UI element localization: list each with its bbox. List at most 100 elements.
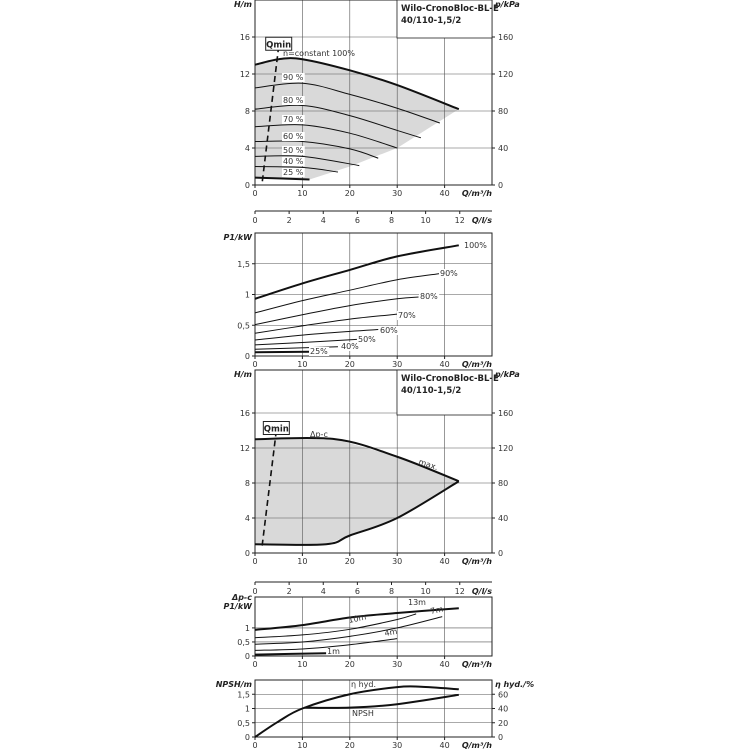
- series-label: 40%: [341, 342, 359, 351]
- chart-panel-2: 0 10 20 30 40 Q/m³/h 0 0,5 1 1,5 P1/kW 100% 90% 80% 70…: [224, 232, 493, 369]
- title-box: [396, 0, 493, 39]
- title-box: [396, 369, 493, 416]
- x-tick-label: 0: [252, 741, 257, 750]
- series-line: [254, 176, 310, 181]
- y2-tick-label: 60: [498, 690, 508, 699]
- qmin-box: [262, 421, 290, 435]
- x-tick-label: 0: [252, 557, 257, 566]
- x-tick-label: 0: [252, 660, 257, 669]
- y-tick-label: 12: [240, 444, 250, 453]
- series-label: 40 %: [283, 157, 304, 166]
- series-label: 90 %: [283, 73, 304, 82]
- x-axis-label: Q/m³/h: [462, 660, 492, 669]
- label-bg: [340, 342, 361, 351]
- y2-tick-label: 40: [498, 514, 508, 523]
- chart-title: 40/110-1,5/2: [401, 16, 461, 26]
- chart-panel-4: 0 10 20 30 40 Q/m³/h 0 0,5 1 Δp-cP1/kW 13m 10m 7m 4m 1…: [224, 593, 493, 669]
- x2-tick-label: 12: [455, 587, 465, 596]
- x-tick-label: 0: [252, 360, 257, 369]
- x-tick-label: 20: [345, 557, 355, 566]
- y-tick-label: 1,5: [237, 260, 250, 269]
- x-tick-label: 30: [392, 189, 402, 198]
- x-axis-label: Q/m³/h: [462, 741, 492, 750]
- series-line: [254, 652, 327, 656]
- series-line: [254, 166, 339, 173]
- series-label: 50%: [358, 335, 376, 344]
- series-label: 100%: [464, 241, 487, 250]
- y2-axis-label: p/kPa: [494, 370, 520, 379]
- series-label: 10m: [348, 612, 368, 625]
- x2-axis-label: Q/l/s: [472, 587, 492, 596]
- series-label: 7m: [430, 604, 445, 616]
- y2-tick-label: 40: [498, 705, 508, 714]
- label-bg: [282, 168, 305, 177]
- series-label: 70%: [398, 311, 416, 320]
- y-tick-label: 1: [245, 624, 250, 633]
- y2-tick-label: 160: [498, 409, 513, 418]
- series-label: 80%: [420, 292, 438, 301]
- x-tick-label: 20: [345, 660, 355, 669]
- x-tick-label: 40: [440, 741, 450, 750]
- series-line: [254, 350, 310, 354]
- y-tick-label: 8: [245, 479, 250, 488]
- label-bg: [282, 132, 305, 141]
- series-line: [254, 638, 398, 651]
- series-label: 25 %: [283, 168, 304, 177]
- x-tick-label: 30: [392, 557, 402, 566]
- series-line: [254, 346, 338, 350]
- series-line: [254, 140, 379, 159]
- x2-tick-label: 0: [252, 216, 257, 225]
- series-label: 90%: [440, 269, 458, 278]
- label-bg: [357, 335, 378, 344]
- series-label: 80 %: [283, 96, 304, 105]
- chart-title: Wilo-CronoBloc-BL-E: [401, 4, 499, 14]
- x2-tick-label: 0: [252, 587, 257, 596]
- y-tick-label: 4: [245, 144, 250, 153]
- x-tick-label: 30: [392, 360, 402, 369]
- series-line: [254, 124, 398, 149]
- y-tick-label: 12: [240, 70, 250, 79]
- y-axis-label: Δp-c: [231, 593, 252, 602]
- y-tick-label: 0: [245, 181, 250, 190]
- x2-tick-label: 6: [355, 587, 360, 596]
- x-tick-label: 10: [297, 660, 307, 669]
- series-label: NPSH: [352, 709, 374, 718]
- x-tick-label: 0: [252, 189, 257, 198]
- series-label: 50 %: [283, 146, 304, 155]
- x2-tick-label: 10: [421, 587, 431, 596]
- y-tick-label: 4: [245, 514, 250, 523]
- x2-tick-label: 6: [355, 216, 360, 225]
- label-bg: [309, 347, 330, 356]
- x-tick-label: 40: [440, 360, 450, 369]
- x2-tick-label: 2: [287, 216, 292, 225]
- series-label: η hyd.: [351, 680, 376, 689]
- chart-title: 40/110-1,5/2: [401, 386, 461, 396]
- y-tick-label: 1: [245, 705, 250, 714]
- y2-tick-label: 160: [498, 33, 513, 42]
- y-tick-label: 0,5: [237, 719, 250, 728]
- series-line: [254, 82, 441, 124]
- series-label: 70 %: [283, 115, 304, 124]
- y-tick-label: 1: [245, 291, 250, 300]
- x2-tick-label: 12: [455, 216, 465, 225]
- x-tick-label: 40: [440, 660, 450, 669]
- y2-tick-label: 120: [498, 70, 513, 79]
- series-label: n=constant 100%: [283, 49, 355, 58]
- series-line: [254, 244, 459, 300]
- qmin-line: [261, 46, 280, 184]
- chart-title: Wilo-CronoBloc-BL-E: [401, 374, 499, 384]
- qmin-label: Qmin: [266, 40, 291, 50]
- y-tick-label: 0,5: [237, 321, 250, 330]
- y2-tick-label: 80: [498, 479, 508, 488]
- x2-tick-label: 8: [389, 216, 394, 225]
- y-tick-label: 0: [245, 733, 250, 742]
- series-label: 60%: [380, 326, 398, 335]
- label-bg: [439, 269, 460, 278]
- series-line: [254, 436, 460, 483]
- x-tick-label: 20: [345, 360, 355, 369]
- label-bg: [379, 326, 400, 335]
- series-line: [254, 480, 460, 546]
- y-tick-label: 8: [245, 107, 250, 116]
